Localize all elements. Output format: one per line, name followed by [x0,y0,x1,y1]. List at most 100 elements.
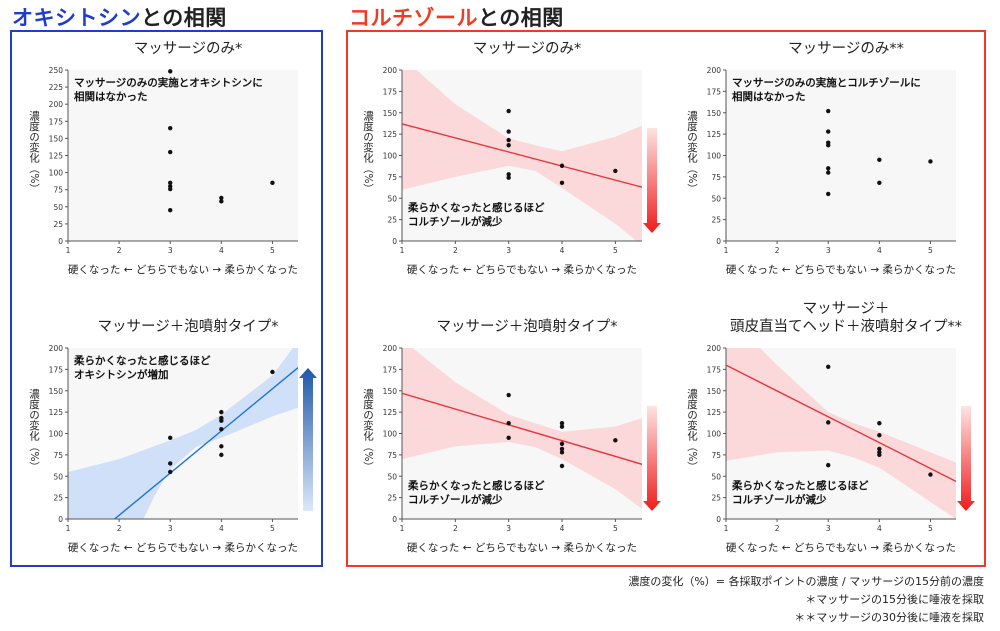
y-tick-label: 150 [383,109,398,118]
y-tick-label: 200 [707,344,722,353]
chart-oxytocin-massage-only: マッサージのみ* 0 25 50 75 100 125 150 175 200 225 250 1 2 3 4… [18,40,318,285]
x-axis-label: 硬くなった ← どちらでもない → 柔らかくなった [726,542,956,554]
y-axis-label: 濃度の変化（%） [28,388,40,472]
footnote-definition: 濃度の変化（%）= 各採取ポイントの濃度 / マッサージの15分前の濃度 [628,575,984,588]
y-tick-label: 25 [53,494,63,503]
y-axis-label: 濃度の変化（%） [362,110,374,194]
annotation-text: 柔らかくなったと感じるほど [407,479,545,492]
x-tick-label: 1 [724,246,729,255]
x-tick-label: 3 [168,246,173,255]
arrow-up-icon [299,368,317,511]
data-point [506,435,511,440]
data-point [506,143,511,148]
x-axis-label: 硬くなった ← どちらでもない → 柔らかくなった [68,542,298,554]
data-point [506,137,511,143]
data-point [826,364,831,370]
chart-title: マッサージ＋泡噴射タイプ* [97,319,279,335]
y-axis-label: 濃度の変化（%） [362,388,374,472]
data-point [506,172,511,177]
footnote-30min: ＊＊マッサージの30分後に唾液を採取 [794,611,984,624]
data-point [877,157,882,162]
data-point [928,472,933,477]
y-tick-label: 175 [383,87,398,96]
data-point [168,435,173,440]
data-point [219,418,224,423]
y-tick-label: 50 [387,472,397,481]
y-tick-label: 25 [387,494,397,503]
x-tick-label: 5 [270,246,275,255]
chart-cortisol-massage-foam: マッサージ＋泡噴射タイプ* 0 25 50 75 100 125 150 175 200 1 2 3 4 5… [352,318,662,563]
regression-line [402,123,642,188]
x-tick-label: 4 [560,524,565,533]
y-tick-label: 0 [716,237,721,246]
cortisol-title-rest: との相関 [478,6,564,30]
oxytocin-panel [10,30,323,567]
data-point [168,69,173,74]
x-tick-label: 5 [928,524,933,533]
x-tick-label: 4 [877,246,882,255]
y-tick-label: 150 [49,387,64,396]
y-axis-label: 濃度の変化（%） [686,388,698,472]
x-tick-label: 1 [400,246,405,255]
data-point [506,175,511,180]
y-tick-label: 200 [707,66,722,75]
y-tick-label: 100 [49,169,64,178]
data-point [168,180,173,186]
annotation-text: 柔らかくなったと感じるほど [407,201,545,214]
y-tick-label: 175 [49,365,64,374]
oxytocin-title-rest: との相関 [141,6,227,30]
x-axis-label: 硬くなった ← どちらでもない → 柔らかくなった [407,264,637,276]
data-point [168,208,173,213]
data-point [826,462,831,468]
data-point [559,441,565,446]
chart-svg: 0 25 50 75 100 125 150 175 200 1 2 3 4 5 濃度の変化（%） 硬くなった… [686,344,975,554]
x-tick-label: 2 [453,246,458,255]
x-tick-label: 4 [219,246,224,255]
data-point [219,444,224,449]
x-tick-label: 2 [775,246,780,255]
data-point [506,129,511,134]
arrow-down-icon [957,406,975,511]
annotation-text: コルチゾールが減少 [408,215,503,228]
y-tick-label: 50 [711,194,721,203]
data-point [826,191,831,197]
data-point [506,108,511,114]
y-tick-label: 0 [58,237,63,246]
data-point [613,168,618,174]
annotation-text: 柔らかくなったと感じるほど [731,479,869,492]
y-tick-label: 125 [707,408,722,417]
chart-svg: 0 25 50 75 100 125 150 175 200 1 2 3 4 5 濃度の変化（%） 硬くなった… [28,344,317,554]
data-point [168,125,173,131]
data-point [613,438,618,443]
plot-layer [402,348,642,509]
x-tick-label: 3 [168,524,173,533]
x-tick-label: 1 [724,524,729,533]
data-point [877,180,882,186]
y-tick-label: 100 [49,430,64,439]
data-point [877,421,882,426]
y-tick-label: 0 [58,515,63,524]
annotation-text: 相関はなかった [732,90,806,103]
y-tick-label: 50 [53,472,63,481]
data-point [826,170,831,175]
chart-svg: 0 25 50 75 100 125 150 175 200 1 2 3 4 5 濃度の変化（%） 硬くなった… [362,66,661,276]
y-tick-label: 125 [383,408,398,417]
chart-title: マッサージのみ** [788,41,904,57]
plot-layer [402,70,642,241]
y-tick-label: 75 [711,173,721,182]
y-tick-label: 250 [49,66,64,75]
data-point [877,446,882,452]
data-point [219,195,224,201]
data-point [877,433,882,438]
data-point [559,180,565,186]
y-tick-label: 0 [716,515,721,524]
y-tick-label: 25 [711,216,721,225]
data-point [826,143,831,148]
plot-layer [68,348,298,519]
cortisol-title-highlight: コルチゾール [349,6,478,30]
data-point [559,424,565,429]
chart-svg: 0 25 50 75 100 125 150 175 200 225 250 1 2 3 4 5 濃度の変化（%… [28,66,298,276]
y-axis-label: 濃度の変化（%） [686,110,698,194]
x-tick-label: 2 [453,524,458,533]
data-point [168,461,173,466]
